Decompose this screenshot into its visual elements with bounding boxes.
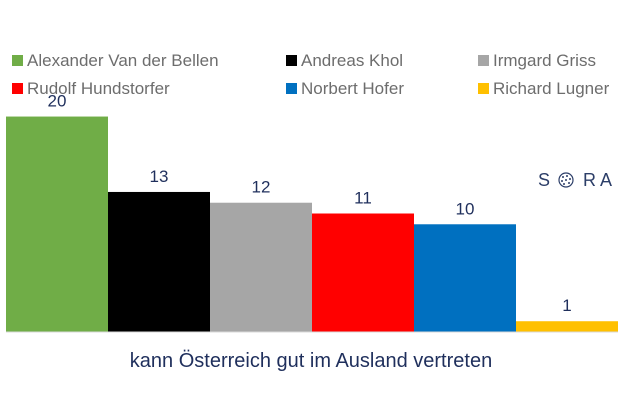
bar-1 [6, 116, 108, 332]
bar-6 [516, 321, 618, 332]
legend-label-3: Irmgard Griss [493, 51, 596, 70]
bar-2 [108, 191, 210, 332]
logo-letter-s: S [538, 170, 550, 190]
legend: Alexander Van der Bellen Andreas Khol Irmg… [12, 51, 610, 98]
logo-letters-ra: R A [583, 170, 612, 190]
bar-3 [210, 202, 312, 332]
value-label-2: 13 [150, 167, 169, 186]
legend-swatch-1 [12, 55, 23, 66]
legend-label-1: Alexander Van der Bellen [27, 51, 219, 70]
sora-logo: S R A [538, 170, 612, 190]
legend-label-2: Andreas Khol [301, 51, 403, 70]
value-label-6: 1 [562, 296, 571, 315]
globe-icon [558, 172, 574, 188]
legend-swatch-6 [478, 83, 489, 94]
legend-swatch-3 [478, 55, 489, 66]
legend-swatch-5 [286, 83, 297, 94]
value-labels: 20 13 12 11 10 1 [48, 92, 572, 316]
bar-4 [312, 213, 414, 332]
value-label-3: 12 [252, 178, 271, 197]
bar-5 [414, 224, 516, 332]
legend-swatch-2 [286, 55, 297, 66]
value-label-4: 11 [354, 189, 372, 208]
x-axis-label: kann Österreich gut im Ausland vertreten [130, 350, 492, 372]
value-label-1: 20 [48, 92, 67, 111]
legend-label-6: Richard Lugner [493, 79, 610, 98]
value-label-5: 10 [456, 199, 475, 218]
legend-label-5: Norbert Hofer [301, 79, 404, 98]
legend-swatch-4 [12, 83, 23, 94]
bars [6, 116, 618, 332]
legend-label-4: Rudolf Hundstorfer [27, 79, 170, 98]
